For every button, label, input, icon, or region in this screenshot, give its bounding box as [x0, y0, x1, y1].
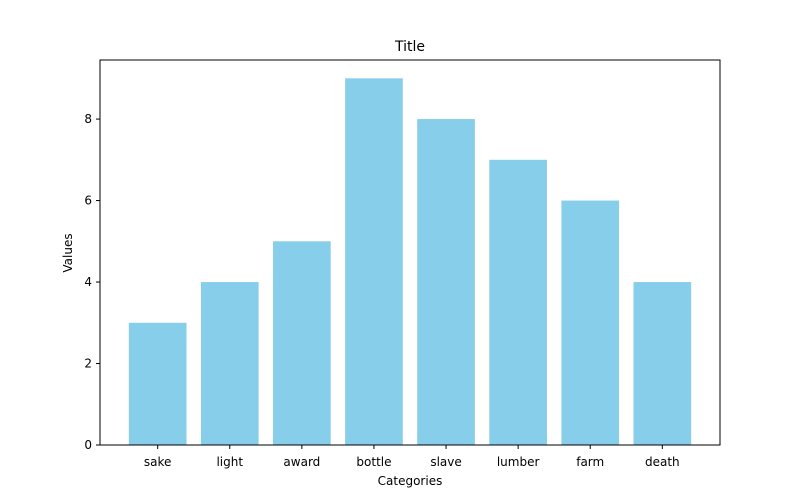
y-tick-label: 8	[84, 112, 92, 126]
bar-slave	[417, 119, 475, 445]
bar-farm	[561, 200, 620, 445]
bar-light	[200, 282, 259, 445]
x-tick-label: award	[283, 455, 320, 469]
bar-bottle	[345, 78, 403, 445]
x-tick-label: death	[645, 455, 680, 469]
bars-group	[128, 78, 692, 445]
y-tick-label: 4	[84, 275, 92, 289]
x-axis-label: Categories	[378, 474, 443, 488]
bar-lumber	[489, 159, 547, 445]
plot-frame	[99, 59, 721, 446]
y-tick-label: 6	[84, 194, 92, 208]
x-tick-label: sake	[144, 455, 172, 469]
x-tick-label: bottle	[356, 455, 391, 469]
y-axis-ticks: 0 2 4 6 8	[84, 112, 100, 452]
x-tick-label: light	[216, 455, 243, 469]
x-tick-label: slave	[430, 455, 461, 469]
bar-award	[273, 241, 331, 445]
y-tick-label: 0	[84, 438, 92, 452]
bar-death	[633, 282, 692, 445]
x-axis-ticks: sake light award bottle slave lumber farm death	[144, 445, 680, 469]
bar-sake	[128, 322, 187, 445]
y-tick-label: 2	[84, 357, 92, 371]
chart-title: Title	[394, 39, 425, 55]
y-axis-label: Values	[61, 233, 75, 272]
x-tick-label: farm	[576, 455, 604, 469]
x-tick-label: lumber	[497, 455, 540, 469]
